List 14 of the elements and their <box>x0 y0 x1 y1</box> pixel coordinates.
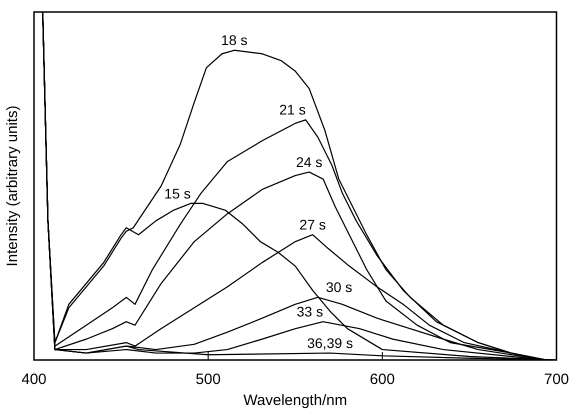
series-label: 33 s <box>296 304 324 320</box>
series-label: 21 s <box>279 102 306 118</box>
x-tick-label: 400 <box>21 371 47 388</box>
series-label: 15 s <box>164 185 191 202</box>
x-tick-label: 600 <box>370 371 395 388</box>
series-label: 27 s <box>299 216 326 233</box>
series-label: 18 s <box>221 32 248 48</box>
x-tick-label: 500 <box>196 371 221 388</box>
series-label: 36,39 s <box>307 334 354 351</box>
x-axis-title: Wavelength/nm <box>243 392 348 410</box>
series-label: 30 s <box>326 279 352 296</box>
series-label: 24 s <box>296 154 322 170</box>
y-axis-title: Intensity (arbitrary units) <box>4 106 22 266</box>
x-tick-label: 700 <box>544 371 569 388</box>
